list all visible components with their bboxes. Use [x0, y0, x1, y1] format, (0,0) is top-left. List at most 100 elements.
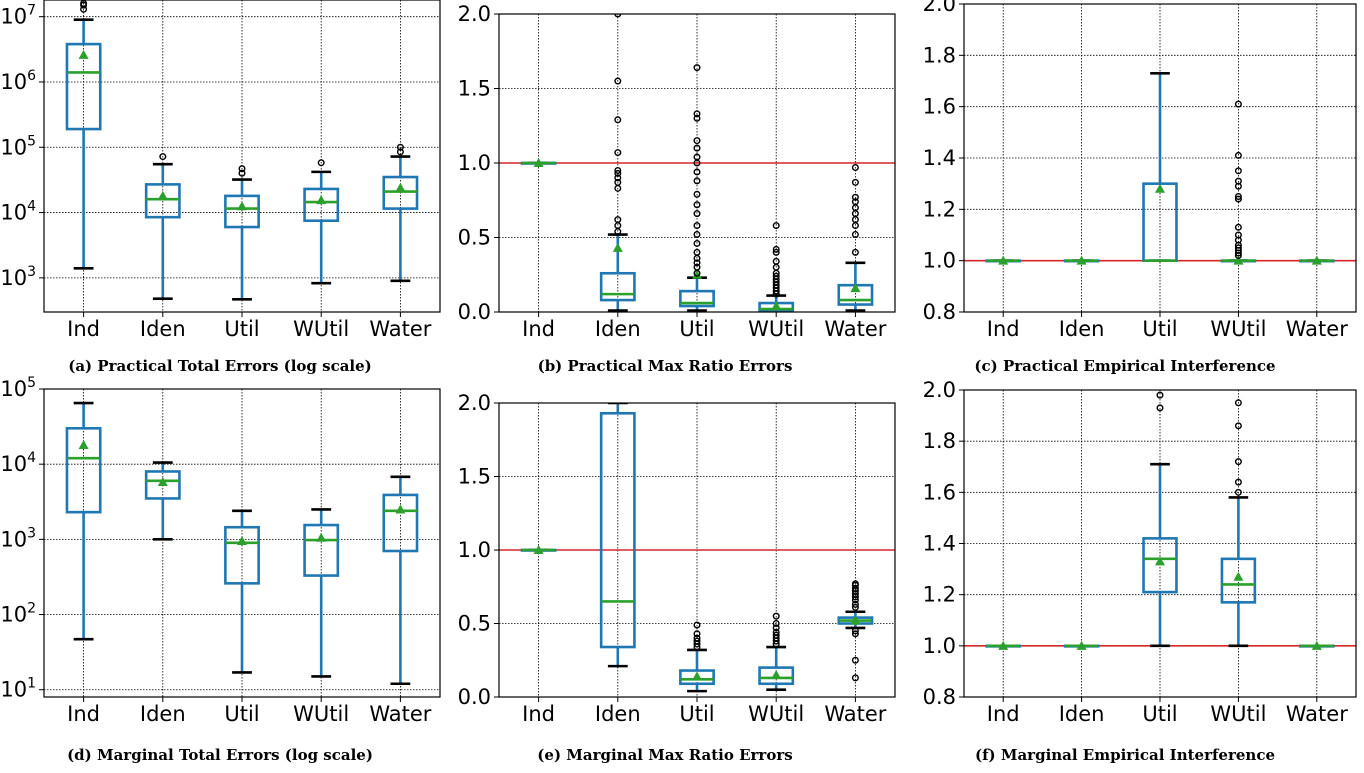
outlier-point [396, 148, 404, 156]
outlier-point [693, 137, 701, 145]
outlier-point [851, 231, 859, 239]
outlier-point [1234, 177, 1242, 185]
mean-marker [1155, 556, 1165, 566]
y-tick-label: 1.4 [923, 532, 956, 556]
outlier-point [851, 674, 859, 682]
outlier-point [1234, 151, 1242, 159]
x-tick-label-ind: Ind [67, 317, 100, 341]
outlier-point [693, 239, 701, 247]
outlier-point [1234, 223, 1242, 231]
outlier-point [772, 624, 780, 632]
box [65, 427, 102, 514]
mean-marker [1233, 571, 1244, 581]
y-tick-label: 1.2 [923, 197, 956, 221]
plot-area [499, 403, 895, 693]
mean-marker [998, 640, 1009, 650]
outlier-point [614, 174, 622, 182]
box [679, 669, 715, 686]
mean-marker [998, 255, 1009, 265]
y-tick-label: 2.0 [923, 0, 956, 16]
box [758, 666, 795, 686]
plot-area [499, 14, 895, 312]
outlier-point [693, 153, 701, 161]
x-tick-label-water: Water [369, 317, 431, 341]
outlier-point [693, 630, 701, 638]
outlier-point [772, 222, 780, 230]
outlier-point [693, 114, 701, 122]
y-tick-label: 102 [0, 601, 36, 627]
plot-area [65, 401, 419, 686]
y-tick-label: 1.4 [923, 146, 956, 170]
y-tick-label: 1.5 [458, 465, 491, 489]
boxplot-svg-a: 103 104 105 106 107 Ind Iden Util WUtil Water [0, 0, 441, 341]
x-tick-label-util: Util [224, 702, 259, 726]
outlier-point [1234, 478, 1242, 486]
plot-frame [963, 3, 1357, 313]
outlier-point [693, 64, 701, 72]
outlier-point [159, 153, 167, 161]
x-tick-label-iden: Iden [1059, 702, 1105, 726]
x-tick-label-wutil: WUtil [1210, 317, 1266, 341]
x-tick-label-wutil: WUtil [1210, 702, 1266, 726]
box [303, 523, 340, 577]
mean-marker [533, 545, 544, 554]
outlier-point [693, 201, 701, 209]
x-tick-label-iden: Iden [595, 702, 641, 726]
y-tick-label: 0.5 [458, 612, 491, 636]
y-tick-label: 1.0 [923, 249, 956, 273]
x-tick-label-wutil: WUtil [748, 702, 804, 726]
outlier-point [1234, 167, 1242, 175]
chart-panel-b: 0.0 0.5 1.0 1.5 2.0 Ind Iden Util WUtil Water [455, 0, 910, 341]
outlier-point [693, 168, 701, 176]
boxplot-svg-c: 0.8 1.0 1.2 1.4 1.6 1.8 2.0 Ind Iden Util WUtil Wat… [923, 0, 1357, 341]
y-tick-label: 1.6 [923, 480, 956, 504]
y-tick-label: 105 [0, 133, 36, 159]
mean-marker [1233, 255, 1244, 265]
outlier-point [1156, 404, 1164, 412]
outlier-point [238, 165, 246, 173]
outlier-point [1234, 399, 1242, 407]
y-tick-label: 1.6 [923, 95, 956, 119]
caption-d: (d) Marginal Total Errors (log scale) [67, 746, 373, 764]
outlier-point [772, 612, 780, 620]
box [1142, 537, 1178, 594]
box [599, 271, 636, 302]
box [382, 493, 419, 553]
mean-marker [78, 49, 89, 59]
outlier-point [772, 631, 780, 639]
box [224, 525, 260, 585]
x-tick-label-iden: Iden [1059, 317, 1105, 341]
outlier-point [851, 600, 859, 608]
x-tick-label-wutil: WUtil [293, 702, 349, 726]
outlier-point [614, 178, 622, 186]
mean-marker [1076, 640, 1087, 650]
y-tick-label: 104 [0, 450, 36, 476]
x-tick-label-water: Water [1286, 702, 1348, 726]
mean-marker [1076, 255, 1087, 265]
x-tick-label-util: Util [679, 702, 714, 726]
chart-panel-a: 103 104 105 106 107 Ind Iden Util WUtil Water [0, 0, 455, 341]
outlier-point [1234, 244, 1242, 252]
chart-panel-c: 0.8 1.0 1.2 1.4 1.6 1.8 2.0 Ind Iden Util WUtil Wat… [910, 0, 1364, 341]
y-tick-label: 1.0 [923, 634, 956, 658]
y-tick-label: 101 [0, 676, 36, 702]
mean-marker [395, 182, 406, 192]
y-tick-label: 1.0 [458, 151, 491, 175]
mean-marker [237, 201, 247, 211]
mean-marker [771, 669, 782, 679]
x-tick-label-util: Util [1142, 702, 1177, 726]
x-tick-label-water: Water [369, 702, 431, 726]
x-tick-label-iden: Iden [595, 317, 641, 341]
y-tick-label: 106 [0, 68, 36, 94]
outlier-point [693, 110, 701, 118]
mean-marker [1311, 255, 1322, 265]
caption-a: (a) Practical Total Errors (log scale) [68, 357, 372, 375]
y-tick-label: 0.0 [458, 300, 491, 324]
outlier-point [693, 263, 701, 271]
outlier-point [396, 143, 404, 151]
outlier-point [693, 634, 701, 642]
mean-marker [850, 283, 861, 293]
chart-panel-f: 0.8 1.0 1.2 1.4 1.6 1.8 2.0 Ind Iden Util WUtil Wat… [910, 378, 1364, 726]
y-tick-label: 104 [0, 199, 36, 225]
box [144, 470, 181, 500]
